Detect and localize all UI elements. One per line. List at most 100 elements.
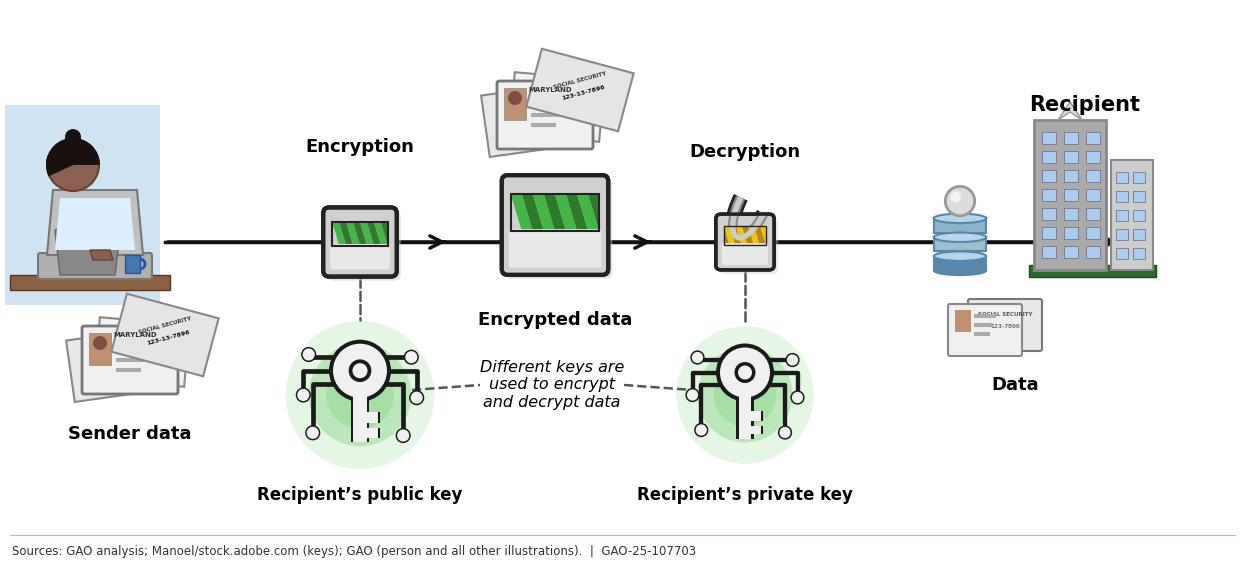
Circle shape (691, 350, 705, 365)
Bar (751, 411, 763, 421)
Text: Decryption: Decryption (690, 143, 801, 161)
Bar (116, 358, 144, 362)
Bar (955, 310, 971, 332)
FancyBboxPatch shape (722, 243, 768, 265)
Circle shape (306, 427, 319, 439)
Bar (1133, 248, 1145, 259)
Text: Encrypted data: Encrypted data (478, 311, 632, 329)
Bar (532, 113, 559, 117)
Circle shape (735, 362, 756, 383)
Circle shape (410, 390, 425, 406)
Circle shape (738, 365, 752, 379)
FancyBboxPatch shape (509, 229, 601, 268)
Bar (738, 395, 751, 438)
Bar (736, 395, 753, 438)
Polygon shape (360, 222, 375, 246)
Wedge shape (46, 138, 100, 165)
Circle shape (352, 363, 367, 378)
Bar (751, 425, 763, 435)
Polygon shape (761, 226, 772, 245)
Polygon shape (544, 194, 566, 231)
Polygon shape (1058, 102, 1082, 120)
Polygon shape (527, 49, 634, 131)
Circle shape (791, 390, 804, 404)
Bar (1111, 160, 1153, 270)
Bar (1086, 151, 1101, 163)
Circle shape (786, 353, 799, 367)
Text: MARYLAND: MARYLAND (113, 332, 157, 338)
Bar (1133, 172, 1145, 183)
Polygon shape (111, 294, 219, 376)
Circle shape (713, 364, 776, 426)
Circle shape (695, 423, 708, 437)
Circle shape (778, 425, 792, 440)
Ellipse shape (934, 232, 986, 242)
Bar (1064, 132, 1078, 144)
Circle shape (326, 361, 393, 429)
Text: 123-13-7896: 123-13-7896 (560, 85, 605, 101)
Polygon shape (748, 226, 759, 245)
Bar (934, 218, 986, 232)
Circle shape (687, 390, 698, 400)
Bar (1116, 229, 1128, 240)
Polygon shape (555, 194, 578, 231)
Bar (124, 255, 139, 273)
Polygon shape (754, 226, 766, 245)
Text: Data: Data (991, 376, 1038, 394)
Polygon shape (66, 328, 164, 402)
Circle shape (329, 340, 391, 402)
Circle shape (792, 392, 803, 403)
Bar (532, 123, 557, 127)
Bar (116, 368, 141, 372)
Polygon shape (381, 222, 395, 246)
Text: SOCIAL SECURITY: SOCIAL SECURITY (553, 70, 608, 90)
Bar (751, 425, 761, 435)
FancyBboxPatch shape (720, 218, 778, 274)
FancyBboxPatch shape (502, 175, 609, 275)
Bar (1116, 172, 1128, 183)
Bar (366, 412, 380, 423)
Circle shape (303, 348, 315, 361)
Polygon shape (578, 194, 599, 231)
Bar (934, 237, 986, 252)
Bar (1133, 210, 1145, 221)
Ellipse shape (934, 266, 986, 275)
Bar (751, 411, 761, 421)
Polygon shape (55, 198, 134, 250)
Circle shape (720, 348, 769, 398)
Text: Recipient: Recipient (1030, 95, 1140, 115)
Bar (1086, 208, 1101, 220)
Circle shape (696, 424, 707, 436)
Circle shape (65, 129, 81, 145)
Bar (10, 275, 171, 290)
Bar (88, 333, 111, 365)
Bar (1030, 265, 1157, 277)
Circle shape (93, 336, 107, 350)
Polygon shape (90, 250, 113, 260)
Bar (1042, 208, 1056, 220)
Polygon shape (332, 222, 346, 246)
Bar (1086, 132, 1101, 144)
Text: Recipient’s private key: Recipient’s private key (637, 486, 853, 504)
Polygon shape (766, 226, 778, 245)
Bar (1042, 246, 1056, 258)
Bar (1086, 246, 1101, 258)
Circle shape (397, 429, 410, 441)
FancyBboxPatch shape (716, 214, 774, 270)
Circle shape (298, 389, 309, 401)
Bar (974, 323, 992, 327)
Bar (1116, 248, 1128, 259)
Text: Encryption: Encryption (305, 138, 415, 156)
Text: 123-13-7896: 123-13-7896 (146, 330, 190, 346)
Circle shape (779, 427, 791, 438)
Bar (1064, 151, 1078, 163)
Circle shape (405, 351, 417, 364)
Bar (1042, 227, 1056, 239)
Text: Recipient’s public key: Recipient’s public key (258, 486, 463, 504)
Circle shape (676, 326, 814, 463)
Bar (934, 256, 986, 270)
Circle shape (309, 344, 411, 446)
Circle shape (692, 352, 703, 363)
Bar (5, 105, 161, 305)
Circle shape (411, 391, 423, 404)
